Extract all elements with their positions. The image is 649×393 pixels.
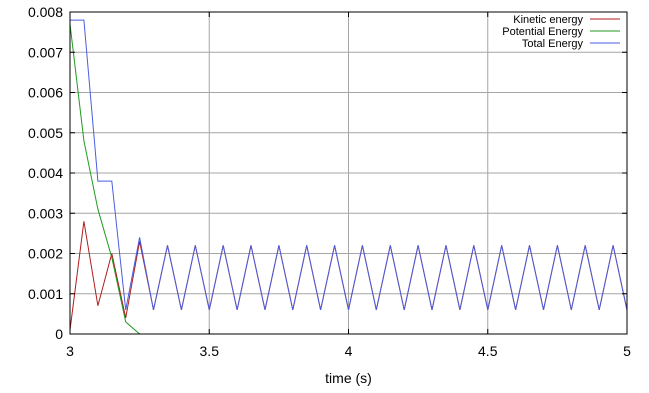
x-tick-label: 3.5 — [200, 343, 220, 359]
y-tick-label: 0 — [55, 326, 63, 342]
x-axis-label: time (s) — [325, 370, 372, 386]
legend-label: Kinetic energy — [513, 14, 583, 26]
y-tick-label: 0.003 — [28, 205, 63, 221]
legend-label: Potential Energy — [502, 26, 583, 38]
y-tick-label: 0.004 — [28, 165, 63, 181]
x-tick-label: 3 — [66, 343, 74, 359]
x-axis-ticks: 3 3.5 4 4.5 5 — [66, 12, 631, 359]
y-axis-ticks: 0 0.001 0.002 0.003 0.004 0.005 0.006 0.007 0.00… — [28, 4, 627, 342]
series-line-2 — [70, 19, 628, 311]
x-tick-label: 4.5 — [478, 343, 498, 359]
y-tick-label: 0.008 — [28, 4, 63, 20]
y-tick-label: 0.006 — [28, 85, 63, 101]
x-tick-label: 5 — [623, 343, 631, 359]
y-tick-label: 0.005 — [28, 125, 63, 141]
y-tick-label: 0.007 — [28, 44, 63, 60]
y-tick-label: 0.002 — [28, 246, 63, 262]
x-tick-label: 4 — [345, 343, 353, 359]
legend-label: Total Energy — [522, 38, 584, 50]
y-tick-label: 0.001 — [28, 286, 63, 302]
grid — [70, 12, 627, 334]
